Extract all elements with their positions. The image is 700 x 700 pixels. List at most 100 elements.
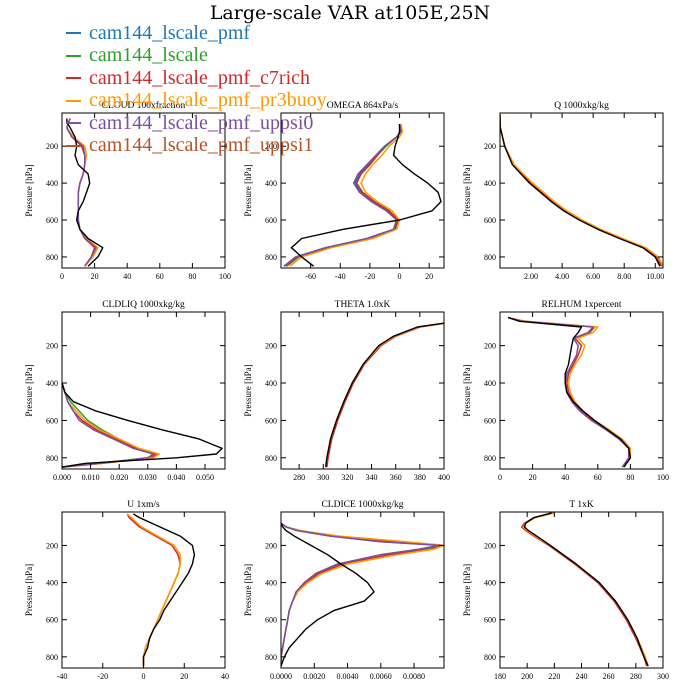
y-tick-label: 800 [46, 253, 58, 262]
x-tick-label: 0.000 [53, 473, 71, 482]
y-axis-label: Pressure [hPa] [243, 564, 253, 616]
legend-swatch [66, 144, 81, 147]
y-tick-label: 600 [265, 616, 277, 625]
x-tick-label: 0.0040 [337, 672, 359, 681]
legend-label: cam144_lscale_pmf_uppsi1 [89, 134, 314, 157]
y-tick-label: 400 [46, 179, 58, 188]
y-tick-label: 200 [265, 541, 277, 550]
series-line [290, 124, 442, 267]
x-tick-label: 0 [498, 473, 502, 482]
series-line [126, 513, 181, 667]
x-tick-label: 0 [142, 672, 146, 681]
plot-frame [61, 511, 226, 669]
x-tick-label: 20 [529, 473, 537, 482]
y-tick-label: 200 [46, 541, 58, 550]
x-tick-label: 260 [603, 672, 615, 681]
series-group [283, 123, 442, 267]
series-line [522, 512, 649, 667]
x-tick-label: 2.00 [524, 272, 538, 281]
y-tick-label: 400 [265, 379, 277, 388]
x-tick-label: 100 [657, 473, 669, 482]
x-tick-label: -20 [365, 272, 376, 281]
y-tick-label: 600 [46, 216, 58, 225]
panel-title: CLDICE 1000xkg/kg [321, 500, 403, 510]
legend-item: cam144_lscale [66, 44, 327, 68]
plot-frame [280, 511, 445, 669]
series-line [283, 123, 402, 267]
series-line [507, 316, 630, 468]
y-tick-label: 600 [484, 216, 496, 225]
x-tick-label: 40 [561, 473, 569, 482]
series-line [507, 316, 632, 468]
x-tick-label: 0 [60, 272, 64, 281]
y-tick-label: 800 [265, 653, 277, 662]
panel: U 1xm/s Pressure [hPa] -40 -20 0 20 40 200 400 60… [24, 500, 229, 681]
panel-title: T 1xK [569, 500, 594, 510]
x-tick-label: 60 [156, 272, 164, 281]
y-tick-label: 200 [484, 541, 496, 550]
series-line [62, 382, 155, 468]
legend-label: cam144_lscale_pmf_uppsi0 [89, 111, 314, 134]
x-tick-label: 0.0020 [303, 672, 325, 681]
legend: cam144_lscale_pmf cam144_lscale cam144_l… [66, 22, 327, 157]
panel-title: CLDLIQ 1000xkg/kg [102, 300, 185, 310]
series-line [132, 513, 196, 667]
y-tick-label: 600 [484, 616, 496, 625]
y-tick-label: 600 [484, 416, 496, 425]
x-tick-label: 400 [438, 473, 450, 482]
legend-swatch [66, 54, 81, 57]
x-tick-label: 10.00 [646, 272, 664, 281]
x-tick-label: -60 [305, 272, 316, 281]
y-tick-label: 600 [265, 416, 277, 425]
x-tick-label: 0.0060 [370, 672, 392, 681]
x-tick-label: 80 [188, 272, 196, 281]
panel-title: OMEGA 864xPa/s [327, 101, 399, 111]
series-group [520, 512, 649, 667]
x-tick-label: 240 [576, 672, 588, 681]
x-tick-label: 80 [626, 473, 634, 482]
x-tick-label: -40 [335, 272, 346, 281]
y-axis-label: Pressure [hPa] [243, 364, 253, 416]
y-tick-label: 600 [46, 416, 58, 425]
y-tick-label: 800 [46, 454, 58, 463]
x-tick-label: 0.0000 [270, 672, 292, 681]
x-tick-label: 20 [425, 272, 433, 281]
x-tick-label: 0.020 [110, 473, 128, 482]
y-tick-label: 400 [265, 579, 277, 588]
x-tick-label: 0.050 [196, 473, 214, 482]
panel-title: THETA 1.0xK [335, 300, 391, 310]
y-tick-label: 800 [265, 454, 277, 463]
panel: THETA 1.0xK Pressure [hPa] 280 300 320 340 360… [243, 300, 450, 482]
series-line [523, 512, 649, 667]
x-tick-label: 20 [180, 672, 188, 681]
x-tick-label: 40 [221, 672, 229, 681]
series-line [281, 522, 440, 667]
y-axis-label: Pressure [hPa] [24, 564, 34, 616]
y-tick-label: 800 [265, 253, 277, 262]
legend-swatch [66, 77, 81, 80]
y-axis-label: Pressure [hPa] [24, 164, 34, 216]
series-group [500, 114, 663, 267]
plot-frame [61, 311, 226, 470]
x-tick-label: 220 [548, 672, 560, 681]
series-line [62, 382, 223, 468]
x-tick-label: 0.0080 [403, 672, 425, 681]
y-tick-label: 200 [265, 142, 277, 151]
legend-swatch [66, 32, 81, 35]
panel: CLDLIQ 1000xkg/kg Pressure [hPa] 0.000 0.01… [24, 300, 226, 482]
series-group [281, 522, 444, 667]
series-line [520, 512, 648, 667]
panel: CLOUD 100xfraction Pressure [hPa] 0 20 40 60 8… [24, 100, 231, 281]
y-tick-label: 800 [484, 454, 496, 463]
x-tick-label: -20 [97, 672, 108, 681]
legend-item: cam144_lscale_pmf_uppsi0 [66, 112, 327, 135]
series-group [324, 322, 444, 468]
plot-frame [280, 311, 445, 470]
x-tick-label: 4.00 [555, 272, 569, 281]
y-tick-label: 200 [265, 342, 277, 351]
x-tick-label: 320 [341, 473, 353, 482]
x-tick-label: 180 [494, 672, 506, 681]
panel-title: Q 1000xkg/kg [554, 101, 609, 111]
x-tick-label: 280 [630, 672, 642, 681]
